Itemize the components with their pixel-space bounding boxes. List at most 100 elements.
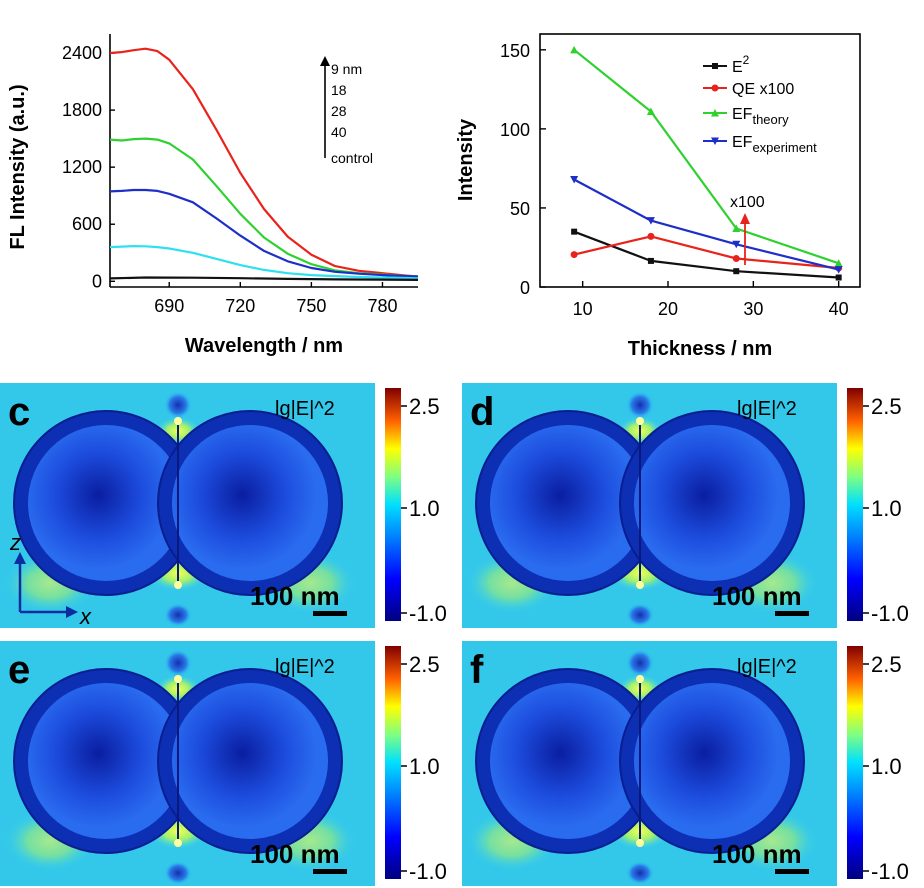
x-axis-arrowhead [66, 606, 78, 618]
intensity-x-tick-label: 30 [743, 299, 763, 319]
intensity-point [570, 45, 579, 54]
gap-hotspot [636, 581, 644, 589]
intensity-series-line [573, 235, 839, 270]
scale-bar-label: 100 nm [712, 839, 802, 869]
gap-hotspot [174, 581, 182, 589]
fl-spectra-chart: 690 720 750 780 0 600 1200 1800 2400 Wavelength … [7, 34, 419, 357]
gap-hotspot [174, 839, 182, 847]
intensity-point [733, 268, 740, 275]
intensity-x-tick-label: 20 [658, 299, 678, 319]
intensity-legend: E2 QE x100 EFtheory EFexperiment [703, 53, 817, 155]
particle-core [490, 425, 646, 581]
legend-swatch-marker [711, 137, 719, 145]
field-blob [626, 649, 654, 677]
fl-legend-arrowhead [320, 56, 330, 66]
map-label: lg|E|^2 [275, 398, 335, 420]
particle-core [634, 683, 790, 839]
field-map-panel-d: d lg|E|^2 100 nm 2.5 1.0 -1.0 [462, 383, 909, 628]
intensity-point [732, 240, 741, 249]
intensity-point [571, 228, 578, 235]
intensity-x-tick-label: 10 [573, 299, 593, 319]
field-blob [626, 391, 654, 419]
colorbar-tick-label: 1.0 [409, 496, 440, 521]
x-axis-label: x [79, 604, 92, 629]
intensity-point [834, 259, 843, 267]
field-blob [626, 603, 654, 627]
intensity-thickness-chart: 10 20 30 40 0 50 100 150 Thickness / nm Intensi… [455, 33, 861, 360]
fl-legend-label: 9 nm [331, 61, 362, 77]
particle-core [172, 425, 328, 581]
scale-bar [313, 611, 347, 616]
legend-qe-label: QE x100 [732, 81, 794, 98]
intensity-x-tick-label: 40 [829, 299, 849, 319]
legend-eftheory-label: EFtheory [732, 106, 789, 127]
colorbar [847, 646, 863, 879]
particle-core [28, 683, 184, 839]
particle-core [634, 425, 790, 581]
field-blob [626, 861, 654, 885]
fl-series-line [109, 276, 419, 281]
colorbar-tick-label: -1.0 [871, 859, 909, 884]
panel-letter: c [8, 390, 30, 434]
colorbar-tick-label: -1.0 [409, 601, 447, 626]
legend-swatch-marker [711, 109, 719, 117]
legend-swatch-marker [711, 84, 719, 92]
fl-x-axis-title: Wavelength / nm [185, 335, 343, 357]
intensity-point [647, 232, 655, 240]
fl-x-tick-label: 750 [296, 296, 326, 316]
fl-legend-label: 40 [331, 124, 347, 140]
scale-bar-label: 100 nm [712, 581, 802, 611]
intensity-point [834, 266, 843, 274]
field-map-panel-e: e lg|E|^2 100 nm 2.5 1.0 -1.0 [0, 641, 447, 886]
colorbar-tick-label: -1.0 [871, 601, 909, 626]
fl-y-tick-label: 1200 [62, 157, 102, 177]
intensity-point [835, 274, 842, 281]
intensity-series-line [573, 230, 839, 279]
intensity-point [570, 175, 579, 184]
fl-y-tick-label: 600 [72, 214, 102, 234]
scale-bar-label: 100 nm [250, 581, 340, 611]
field-blob [164, 649, 192, 677]
fl-x-tick-label: 780 [367, 296, 397, 316]
scale-bar [775, 611, 809, 616]
intensity-x-axis-title: Thickness / nm [628, 338, 773, 360]
scale-bar-label: 100 nm [250, 839, 340, 869]
intensity-y-tick-label: 100 [500, 120, 530, 140]
colorbar-tick-label: 2.5 [409, 652, 440, 677]
colorbar [385, 646, 401, 879]
field-blob [164, 603, 192, 627]
colorbar [385, 388, 401, 621]
z-axis-arrowhead [14, 552, 26, 564]
fl-legend-label: control [331, 150, 373, 166]
intensity-y-tick-label: 150 [500, 41, 530, 61]
panel-letter: d [470, 390, 494, 434]
colorbar-tick-label: 2.5 [409, 394, 440, 419]
fl-series-line [109, 188, 419, 278]
fl-y-tick-label: 0 [92, 271, 102, 291]
field-blob [164, 391, 192, 419]
legend-efexperiment-label: EFexperiment [732, 134, 817, 155]
colorbar-tick-label: 2.5 [871, 652, 902, 677]
field-map-panel-c: c lg|E|^2 100 nm 2.5 1.0 -1.0 [0, 383, 447, 628]
scale-bar [775, 869, 809, 874]
intensity-point [732, 255, 740, 263]
fl-x-tick-label: 720 [225, 296, 255, 316]
fl-y-tick-label: 1800 [62, 100, 102, 120]
intensity-series-line [573, 178, 839, 271]
axis-indicator: z x [9, 530, 92, 629]
scale-bar [313, 869, 347, 874]
gap-hotspot [636, 675, 644, 683]
fl-legend: 9 nm 18 28 40 control [320, 56, 373, 166]
intensity-y-tick-label: 0 [520, 278, 530, 298]
gap-hotspot [174, 675, 182, 683]
fl-y-tick-label: 2400 [62, 43, 102, 63]
intensity-point [646, 107, 655, 115]
panel-letter: f [470, 648, 484, 692]
gap-hotspot [174, 417, 182, 425]
gap-hotspot [636, 417, 644, 425]
fl-series-line [109, 47, 419, 278]
fl-legend-label: 28 [331, 103, 347, 119]
intensity-y-axis-title: Intensity [455, 118, 477, 201]
intensity-series-line [573, 48, 840, 265]
legend-swatch-marker [712, 63, 718, 69]
